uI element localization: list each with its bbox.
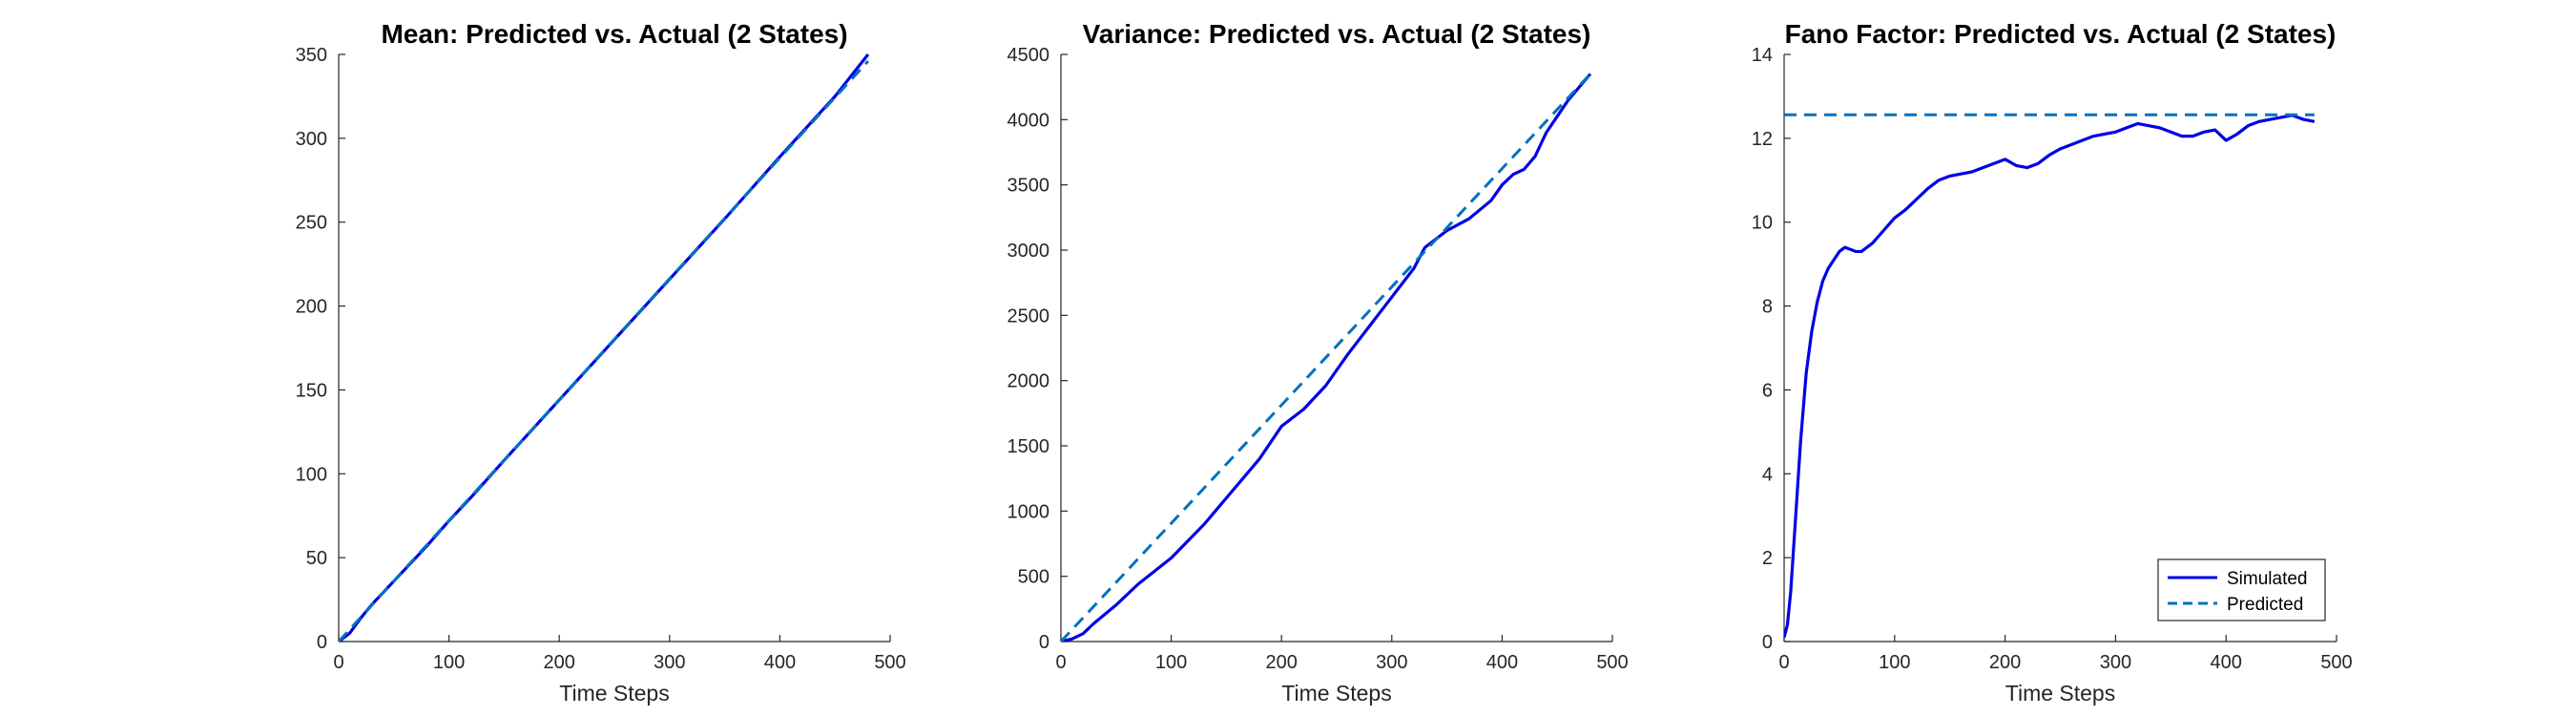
y-tick-label: 4 (1762, 464, 1773, 485)
legend: Simulated Predicted (2157, 558, 2326, 621)
x-tick-label: 100 (1879, 652, 1910, 673)
y-tick-label: 2500 (1008, 305, 1050, 326)
x-tick-label: 0 (333, 652, 343, 673)
x-tick-label: 200 (1266, 652, 1298, 673)
legend-entry: Simulated (2227, 569, 2308, 589)
y-tick-label: 500 (1018, 567, 1049, 588)
y-tick-label: 150 (296, 380, 327, 401)
x-tick-label: 400 (2211, 652, 2242, 673)
simulated-series-line (1061, 73, 1592, 642)
y-tick-label: 50 (306, 548, 327, 569)
y-tick-label: 2000 (1008, 371, 1050, 392)
x-tick-label: 400 (1486, 652, 1518, 673)
y-tick-label: 3000 (1008, 241, 1050, 262)
x-axis-label: Time Steps (559, 681, 669, 705)
y-tick-label: 350 (296, 45, 327, 66)
x-axis-label: Time Steps (2005, 681, 2115, 705)
y-tick-label: 6 (1762, 380, 1773, 401)
simulated-series-line (339, 53, 870, 642)
y-tick-label: 0 (1762, 632, 1773, 653)
y-tick-label: 10 (1752, 213, 1773, 234)
x-tick-label: 100 (1155, 652, 1187, 673)
chart-title: Variance: Predicted vs. Actual (2 States… (1083, 19, 1591, 49)
legend-entry: Predicted (2227, 595, 2303, 615)
y-tick-label: 1500 (1008, 436, 1050, 457)
y-tick-label: 1000 (1008, 501, 1050, 522)
chart-panel-3: 0 100 200 300 400 500 0 2 4 6 8 10 12 14 Fano Factor: … (1752, 19, 2353, 705)
y-tick-label: 4000 (1008, 110, 1050, 131)
y-tick-label: 200 (296, 297, 327, 318)
x-tick-label: 500 (1596, 652, 1628, 673)
x-tick-label: 300 (654, 652, 685, 673)
chart-title: Mean: Predicted vs. Actual (2 States) (381, 19, 847, 49)
legend-box (2157, 558, 2326, 621)
y-tick-label: 12 (1752, 129, 1773, 150)
y-tick-label: 14 (1752, 45, 1773, 66)
y-tick-label: 8 (1762, 297, 1773, 318)
x-axis-label: Time Steps (1281, 681, 1391, 705)
y-tick-label: 250 (296, 213, 327, 234)
chart-panel-1: 0 100 200 300 400 500 0 50 100 150 200 250 300 350 Mea… (296, 19, 906, 705)
y-tick-label: 0 (317, 632, 327, 653)
predicted-series-line (339, 60, 869, 642)
x-tick-label: 100 (433, 652, 465, 673)
simulated-series-line (1784, 114, 2316, 639)
y-tick-label: 3500 (1008, 176, 1050, 197)
x-tick-label: 300 (1376, 652, 1407, 673)
predicted-series-line (1061, 73, 1591, 642)
y-tick-label: 300 (296, 129, 327, 150)
chart-panel-2: 0 100 200 300 400 500 0 500 1000 1500 2000 2500 3000… (1008, 19, 1629, 705)
chart-title: Fano Factor: Predicted vs. Actual (2 Sta… (1785, 19, 2337, 49)
x-tick-label: 0 (1778, 652, 1789, 673)
x-tick-label: 500 (2320, 652, 2352, 673)
x-tick-label: 200 (1989, 652, 2021, 673)
x-tick-label: 0 (1055, 652, 1066, 673)
x-tick-label: 400 (764, 652, 796, 673)
y-tick-label: 4500 (1008, 45, 1050, 66)
y-tick-label: 100 (296, 464, 327, 485)
x-tick-label: 500 (874, 652, 905, 673)
y-tick-label: 2 (1762, 548, 1773, 569)
x-tick-label: 300 (2100, 652, 2131, 673)
y-tick-label: 0 (1039, 632, 1049, 653)
x-tick-label: 200 (544, 652, 575, 673)
